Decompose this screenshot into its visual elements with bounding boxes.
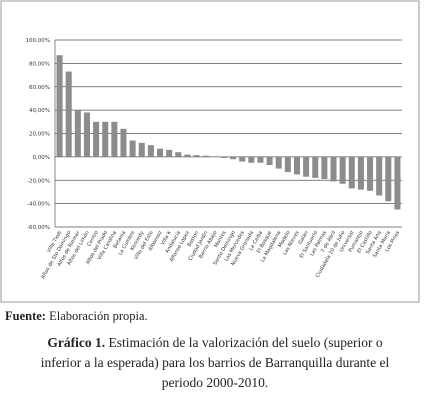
bar — [138, 142, 145, 157]
bar — [202, 155, 209, 157]
bar — [156, 148, 164, 157]
bar — [330, 156, 337, 182]
bar — [312, 156, 319, 178]
caption-label: Gráfico 1. — [47, 335, 105, 350]
plot: -60,00% -40,00% -20,00% 0,00% 20,00% 40,00% 60… — [26, 38, 402, 280]
bar — [65, 71, 72, 157]
y-tick-label: 60,00% — [29, 85, 50, 91]
bar — [376, 156, 383, 196]
bar — [93, 121, 100, 157]
bar — [321, 156, 328, 180]
bar — [111, 121, 118, 157]
bar — [211, 156, 218, 157]
bar — [129, 140, 136, 157]
bar — [357, 156, 364, 190]
bar — [275, 156, 282, 169]
y-tick-label: 0,00% — [33, 155, 50, 161]
bar — [248, 156, 255, 163]
y-tick-label: -60,00% — [27, 225, 50, 231]
bar — [239, 156, 246, 162]
bar — [166, 149, 173, 157]
y-tick-label: -20,00% — [27, 178, 50, 184]
bar — [385, 156, 392, 202]
source: Fuente: Elaboración propia. — [5, 309, 148, 323]
caption-text: Estimación de la valorización del suelo … — [109, 335, 383, 350]
bar — [147, 145, 154, 157]
caption-text: periodo 2000-2010. — [162, 375, 268, 390]
caption-text: inferior a la esperada) para los barrios… — [41, 355, 390, 370]
y-tick-label: -40,00% — [27, 202, 50, 208]
bar — [339, 156, 346, 184]
bar — [74, 110, 81, 157]
bar — [102, 121, 109, 157]
bar — [83, 112, 90, 157]
bar — [394, 156, 401, 210]
bar — [367, 156, 374, 191]
bar — [193, 155, 200, 157]
bar — [293, 156, 301, 175]
y-tick-label: 40,00% — [29, 108, 50, 114]
bar — [348, 156, 355, 189]
bar — [266, 156, 273, 166]
source-label: Fuente: — [5, 309, 46, 323]
chart-frame — [0, 0, 420, 303]
bar — [184, 154, 191, 157]
bar — [120, 128, 127, 157]
bar — [230, 156, 237, 160]
bar — [175, 152, 182, 157]
bar — [56, 55, 63, 157]
source-text: Elaboración propia. — [49, 309, 148, 323]
bar — [220, 156, 227, 159]
y-tick-label: 20,00% — [29, 132, 50, 138]
y-tick-label: 80,00% — [29, 61, 50, 67]
bar — [303, 156, 310, 177]
caption-line: Gráfico 1. Estimación de la valorización… — [47, 335, 382, 350]
bar — [257, 156, 264, 163]
bar — [284, 156, 291, 173]
y-tick-label: 100,00% — [26, 38, 50, 44]
